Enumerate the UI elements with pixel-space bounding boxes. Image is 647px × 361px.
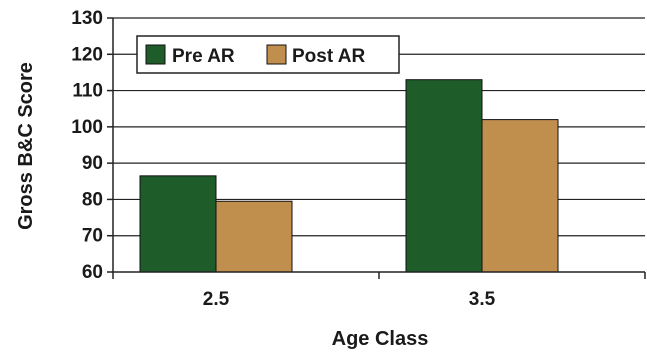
y-tick-label-130: 130 [71,8,103,29]
y-tick-label-90: 90 [82,153,103,174]
y-tick-label-110: 110 [72,81,103,102]
legend-swatch-pre-ar [145,44,166,65]
bar-post-ar-2.5 [215,200,293,273]
x-tick-label-3.5: 3.5 [469,289,496,310]
legend-label-post-ar: Post AR [292,46,365,67]
legend: Pre AR Post AR [136,35,400,74]
bar-post-ar-3.5 [481,119,559,273]
bar-pre-ar-3.5 [405,79,483,273]
bar-pre-ar-2.5 [139,175,217,273]
bar-layer [139,79,559,273]
legend-label-pre-ar: Pre AR [172,46,235,67]
y-tick-label-100: 100 [71,117,103,138]
axis-layer [107,17,646,279]
y-axis-title: Gross B&C Score [15,62,37,230]
x-axis-title: Age Class [332,328,429,350]
y-tick-label-60: 60 [82,262,103,283]
y-tick-label-70: 70 [82,226,103,247]
legend-swatch-post-ar [266,44,287,65]
label-layer: 60 70 80 90 100 110 120 130 2.5 3.5 [71,8,495,310]
y-tick-label-80: 80 [82,189,103,210]
y-tick-label-120: 120 [71,44,103,65]
x-tick-label-2.5: 2.5 [203,289,230,310]
